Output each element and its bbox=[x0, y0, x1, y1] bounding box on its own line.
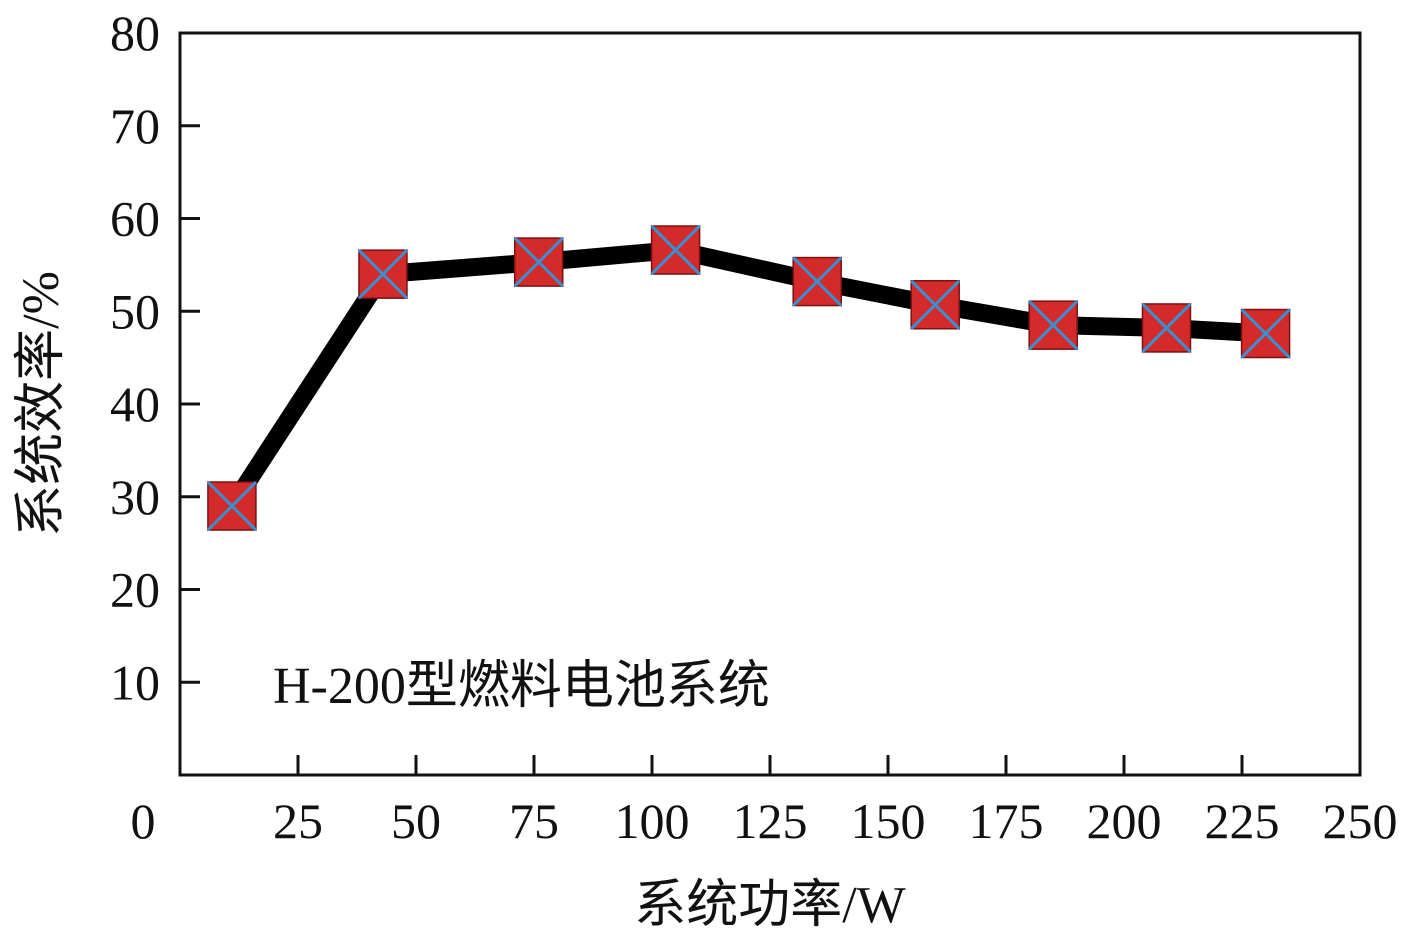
data-point bbox=[1240, 308, 1291, 359]
data-point-cross bbox=[792, 256, 843, 307]
data-point-cross bbox=[650, 224, 701, 276]
x-tick-label-125: 125 bbox=[733, 793, 808, 849]
x-tick-label-50: 50 bbox=[391, 793, 441, 849]
chart-annotation: H-200型燃料电池系统 bbox=[273, 658, 770, 715]
markers bbox=[206, 224, 1291, 532]
y-tick-label-40: 40 bbox=[110, 376, 160, 432]
x-tick-label-200: 200 bbox=[1087, 793, 1162, 849]
data-point bbox=[650, 224, 701, 276]
y-tick-label-10: 10 bbox=[110, 654, 160, 710]
data-point-cross bbox=[1141, 302, 1192, 354]
data-point-cross bbox=[513, 237, 564, 288]
tick-labels: 25 50 75 100 125 150 175 200 225 250 10 20 30 40 50 60 7… bbox=[110, 5, 1398, 849]
data-point bbox=[357, 249, 409, 300]
data-point-cross bbox=[357, 249, 409, 300]
y-tick-label-70: 70 bbox=[110, 98, 160, 154]
ticks bbox=[180, 31, 1362, 775]
data-point bbox=[910, 279, 961, 330]
y-tick-label-50: 50 bbox=[110, 283, 160, 339]
data-point-cross bbox=[1028, 300, 1079, 351]
data-point bbox=[1028, 300, 1079, 351]
data-point-cross bbox=[1240, 308, 1291, 359]
data-point-cross bbox=[206, 480, 257, 532]
x-tick-label-25: 25 bbox=[273, 793, 323, 849]
y-tick-label-20: 20 bbox=[110, 562, 160, 618]
origin-tick-label: 0 bbox=[131, 793, 156, 849]
x-tick-label-225: 225 bbox=[1205, 793, 1280, 849]
x-tick-label-250: 250 bbox=[1323, 793, 1398, 849]
x-tick-label-175: 175 bbox=[969, 793, 1044, 849]
data-point-cross bbox=[910, 279, 961, 330]
y-axis-label: 系统效率/% bbox=[13, 271, 70, 537]
y-tick-label-80: 80 bbox=[110, 5, 160, 61]
x-tick-label-75: 75 bbox=[509, 793, 559, 849]
x-tick-label-100: 100 bbox=[615, 793, 690, 849]
data-point bbox=[206, 480, 257, 532]
x-tick-label-150: 150 bbox=[851, 793, 926, 849]
x-axis-label: 系统功率/W bbox=[634, 877, 906, 934]
data-point bbox=[792, 256, 843, 307]
y-tick-label-30: 30 bbox=[110, 469, 160, 525]
data-point bbox=[1141, 302, 1192, 354]
y-tick-label-60: 60 bbox=[110, 191, 160, 247]
data-point bbox=[513, 237, 564, 288]
